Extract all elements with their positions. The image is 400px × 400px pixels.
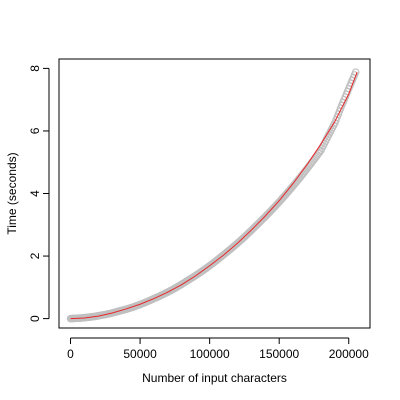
y-axis: 0 2 4 6 8 xyxy=(28,65,50,322)
x-tick-label: 100000 xyxy=(190,347,230,361)
plot-frame xyxy=(58,58,371,329)
y-axis-title: Time (seconds) xyxy=(5,152,19,234)
x-tick-label: 0 xyxy=(67,347,74,361)
data-point xyxy=(315,148,324,156)
x-tick-label: 50000 xyxy=(123,347,157,361)
x-axis: 0 50000 100000 150000 200000 xyxy=(67,337,369,361)
x-tick-label: 150000 xyxy=(259,347,299,361)
y-tick-label: 0 xyxy=(28,315,42,322)
fit-line-layer xyxy=(70,71,358,320)
fit-line xyxy=(70,71,358,320)
x-tick-label: 200000 xyxy=(329,347,369,361)
y-tick-label: 2 xyxy=(28,252,42,259)
y-tick-label: 4 xyxy=(28,190,42,197)
y-tick-label: 8 xyxy=(28,65,42,72)
x-axis-title: Number of input characters xyxy=(142,371,287,385)
y-tick-label: 6 xyxy=(28,127,42,134)
